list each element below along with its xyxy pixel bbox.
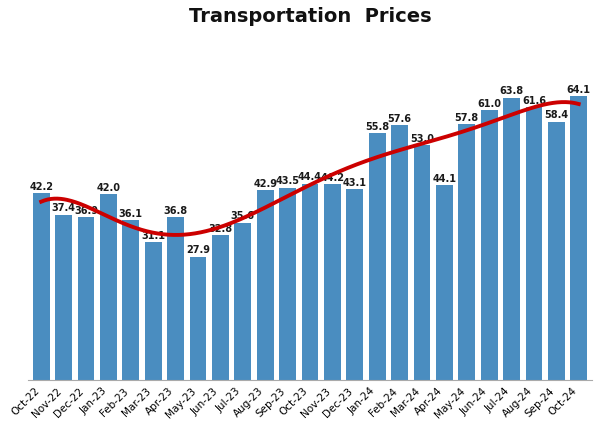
Text: 44.2: 44.2 <box>320 173 344 183</box>
Text: 42.9: 42.9 <box>253 178 277 189</box>
Text: 32.8: 32.8 <box>208 223 232 233</box>
Bar <box>122 221 139 380</box>
Bar <box>526 108 542 380</box>
Bar <box>369 134 386 380</box>
Text: 53.0: 53.0 <box>410 134 434 144</box>
Bar <box>302 184 319 380</box>
Title: Transportation  Prices: Transportation Prices <box>188 7 431 26</box>
Bar <box>324 185 341 380</box>
Text: 61.6: 61.6 <box>522 96 546 106</box>
Text: 37.4: 37.4 <box>52 203 76 213</box>
Bar <box>190 257 206 380</box>
Text: 57.8: 57.8 <box>455 113 479 123</box>
Text: 43.5: 43.5 <box>275 176 299 186</box>
Bar <box>33 194 50 380</box>
Bar <box>413 146 430 380</box>
Text: 44.1: 44.1 <box>433 173 457 183</box>
Text: 63.8: 63.8 <box>499 86 524 96</box>
Text: 27.9: 27.9 <box>186 245 210 255</box>
Text: 61.0: 61.0 <box>477 99 501 109</box>
Bar <box>77 217 94 380</box>
Bar <box>570 97 587 380</box>
Text: 64.1: 64.1 <box>566 85 590 95</box>
Bar <box>167 218 184 380</box>
Text: 44.4: 44.4 <box>298 172 322 182</box>
Bar <box>391 126 408 380</box>
Text: 42.2: 42.2 <box>29 181 53 192</box>
Bar <box>346 190 363 380</box>
Bar <box>100 195 117 380</box>
Bar <box>55 215 72 380</box>
Bar <box>212 235 229 380</box>
Text: 57.6: 57.6 <box>388 114 412 124</box>
Bar <box>235 223 251 380</box>
Bar <box>458 125 475 380</box>
Text: 42.0: 42.0 <box>97 182 121 193</box>
Bar <box>257 191 274 380</box>
Text: 36.9: 36.9 <box>74 205 98 215</box>
Text: 31.1: 31.1 <box>141 230 165 241</box>
Bar <box>503 98 520 380</box>
Text: 36.8: 36.8 <box>164 205 188 216</box>
Bar <box>145 243 161 380</box>
Text: 58.4: 58.4 <box>544 110 568 120</box>
Bar <box>548 122 565 380</box>
Text: 36.1: 36.1 <box>119 209 143 219</box>
Text: 43.1: 43.1 <box>343 178 367 188</box>
Text: 55.8: 55.8 <box>365 121 389 132</box>
Text: 35.6: 35.6 <box>231 211 255 221</box>
Bar <box>436 185 453 380</box>
Bar <box>481 111 497 380</box>
Bar <box>279 188 296 380</box>
